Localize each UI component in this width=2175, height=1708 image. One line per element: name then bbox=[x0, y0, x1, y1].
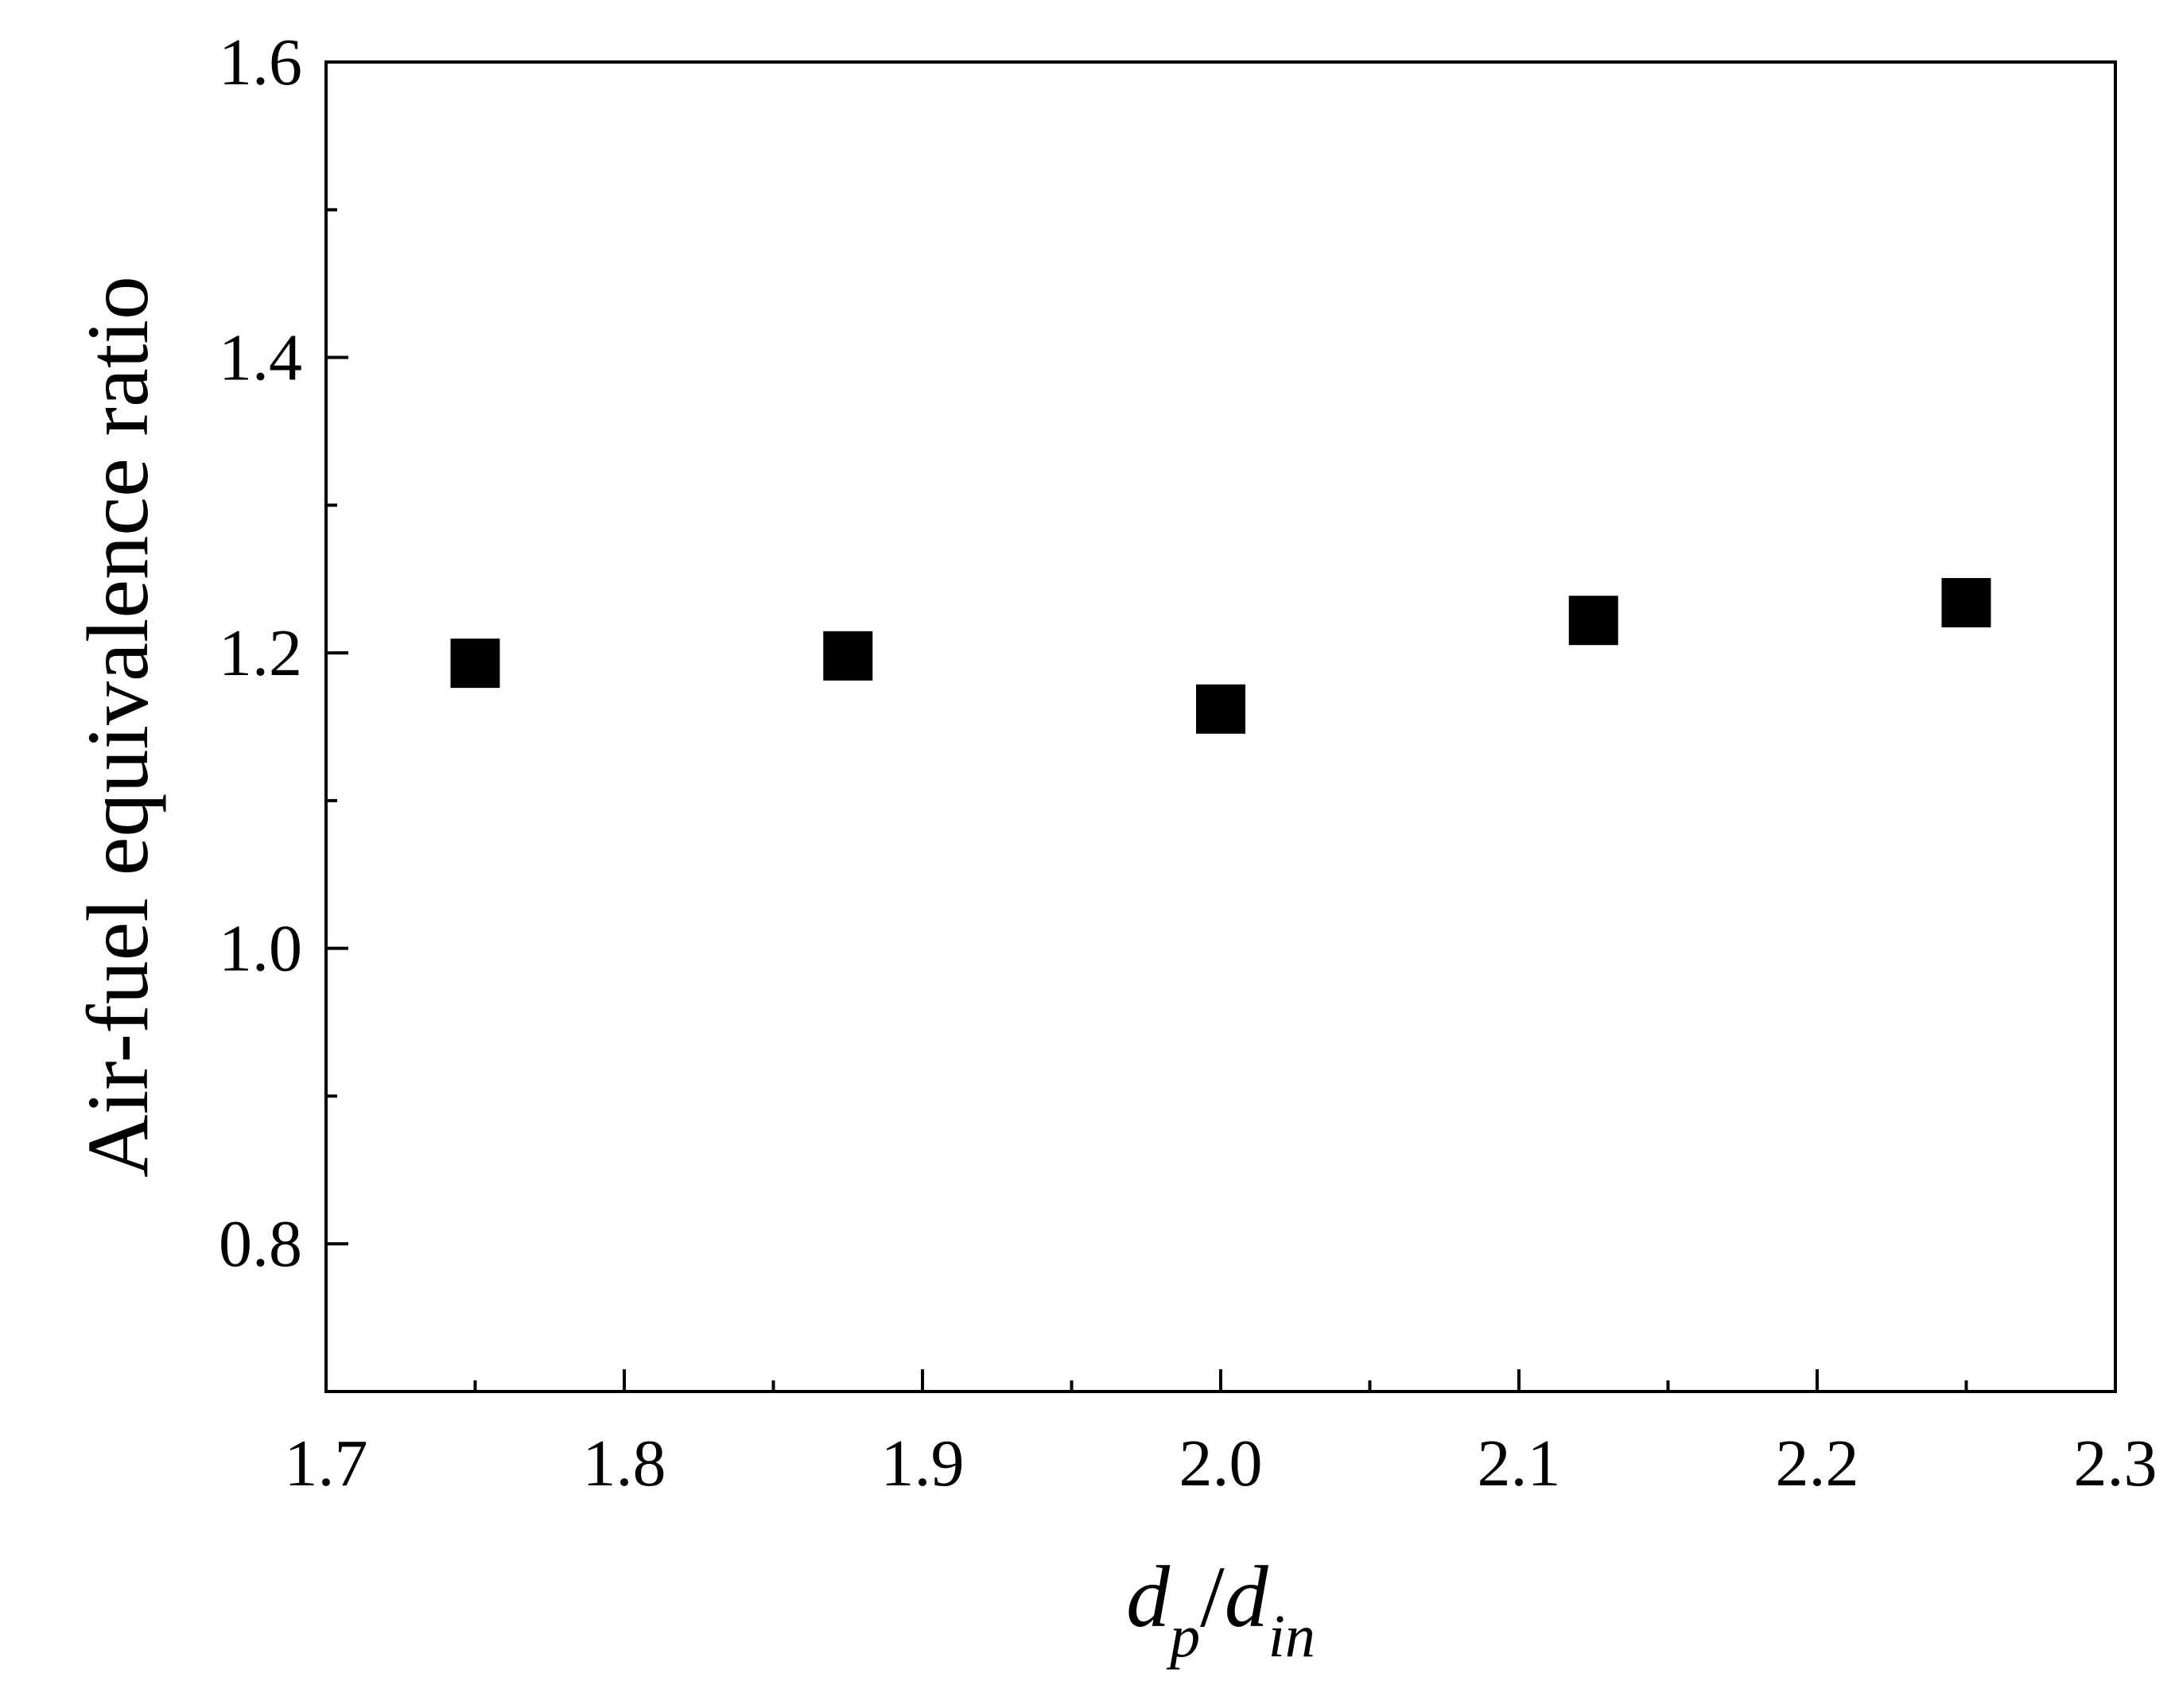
x-tick-label: 1.9 bbox=[881, 1427, 965, 1500]
x-tick-label: 2.0 bbox=[1179, 1427, 1263, 1500]
data-points bbox=[450, 577, 1991, 734]
x-tick-label: 2.2 bbox=[1776, 1427, 1859, 1500]
axis-tick-labels: 1.7 1.8 1.9 2.0 2.1 2.2 2.3 0.8 1.0 1.2 1.4 1.6 bbox=[219, 25, 2158, 1500]
x-axis-label-sub-p: p bbox=[1166, 1603, 1200, 1670]
x-tick-label: 2.3 bbox=[2074, 1427, 2158, 1500]
y-tick-label: 1.4 bbox=[219, 321, 302, 395]
y-tick-label: 0.8 bbox=[219, 1207, 302, 1281]
data-point bbox=[1941, 577, 1991, 627]
y-axis-label: Air-fuel equivalence ratio bbox=[69, 276, 166, 1178]
x-axis-label-d2: d bbox=[1225, 1548, 1269, 1645]
data-point bbox=[1568, 596, 1618, 646]
x-tick-label: 1.8 bbox=[583, 1427, 666, 1500]
data-point bbox=[823, 631, 873, 681]
x-axis-label-slash: / bbox=[1200, 1548, 1225, 1645]
x-tick-label: 2.1 bbox=[1478, 1427, 1561, 1500]
data-point bbox=[1196, 684, 1245, 734]
x-tick-label: 1.7 bbox=[285, 1427, 368, 1500]
x-axis-label: dp/din bbox=[1126, 1548, 1315, 1670]
data-point bbox=[450, 639, 500, 689]
y-tick-label: 1.6 bbox=[219, 25, 302, 99]
axis-ticks bbox=[324, 60, 2117, 1392]
y-tick-label: 1.2 bbox=[219, 616, 302, 690]
y-tick-label: 1.0 bbox=[219, 912, 302, 986]
x-axis-label-d1: d bbox=[1126, 1548, 1171, 1645]
x-axis-label-sub-in: in bbox=[1268, 1603, 1315, 1670]
